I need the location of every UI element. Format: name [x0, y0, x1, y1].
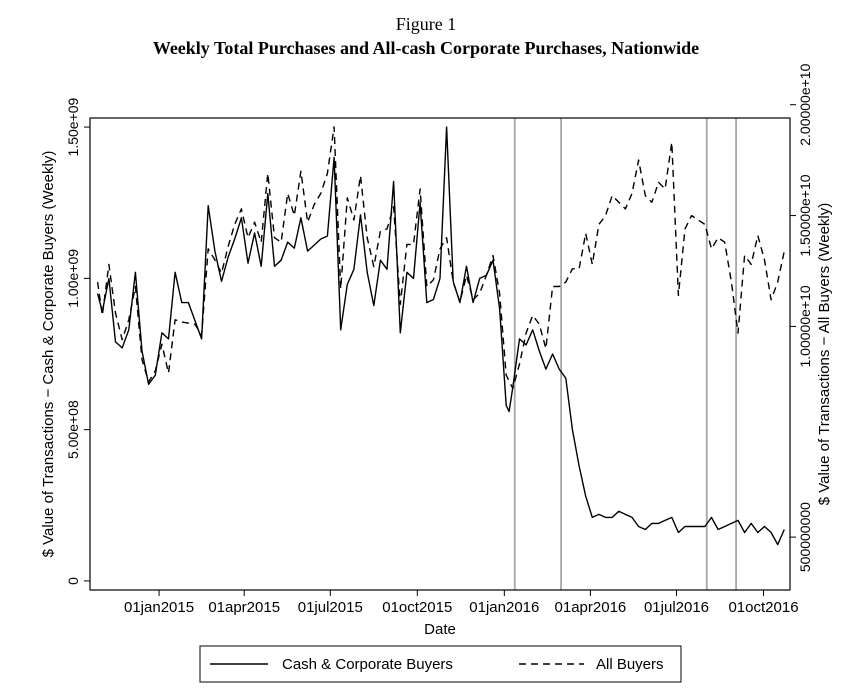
left-y-axis-label: $ Value of Transactions − Cash & Corpora…	[40, 151, 57, 558]
x-tick-label-7: 01oct2016	[728, 599, 798, 616]
x-axis: 01jan2015 01apr2015 01jul2015 01oct2015 01ja…	[124, 590, 799, 616]
right-y-tick-label-3: 2.00000e+10	[797, 63, 813, 145]
series-layer	[96, 126, 785, 546]
x-tick-label-2: 01jul2015	[298, 599, 363, 616]
x-tick-label-3: 01oct2015	[382, 599, 452, 616]
right-y-tick-label-0: 500000000	[797, 502, 813, 572]
left-y-tick-label-2: 1.00e+09	[65, 249, 81, 308]
legend: Cash & Corporate Buyers All Buyers	[199, 645, 682, 683]
series-line-all-buyers	[96, 126, 785, 390]
reference-lines	[513, 118, 737, 590]
chart-title: Weekly Total Purchases and All-cash Corp…	[152, 38, 700, 58]
left-y-tick-label-0: 0	[65, 577, 81, 585]
figure-label: Figure 1	[395, 14, 457, 34]
left-y-tick-label-1: 5.00e+08	[65, 400, 81, 459]
right-y-axis-label: $ Value of Transactions − All Buyers (We…	[816, 203, 833, 506]
x-tick-label-1: 01apr2015	[208, 599, 280, 616]
right-y-tick-label-2: 1.50000e+10	[797, 174, 813, 256]
x-axis-label: Date	[424, 621, 456, 638]
x-tick-label-4: 01jan2016	[469, 599, 539, 616]
x-tick-label-0: 01jan2015	[124, 599, 194, 616]
x-tick-label-6: 01jul2016	[644, 599, 709, 616]
right-y-axis: 500000000 1.00000e+10 1.50000e+10 2.00000e+…	[790, 63, 813, 572]
legend-box	[199, 645, 682, 683]
legend-label-cash-corporate: Cash & Corporate Buyers	[282, 656, 453, 673]
right-y-tick-label-1: 1.00000e+10	[797, 285, 813, 367]
left-y-axis: 0 5.00e+08 1.00e+09 1.50e+09	[65, 97, 90, 585]
x-tick-label-5: 01apr2016	[555, 599, 627, 616]
left-y-tick-label-3: 1.50e+09	[65, 97, 81, 156]
plot-frame	[89, 117, 791, 591]
legend-label-all-buyers: All Buyers	[596, 656, 664, 673]
series-line-cash-corporate	[96, 126, 785, 546]
